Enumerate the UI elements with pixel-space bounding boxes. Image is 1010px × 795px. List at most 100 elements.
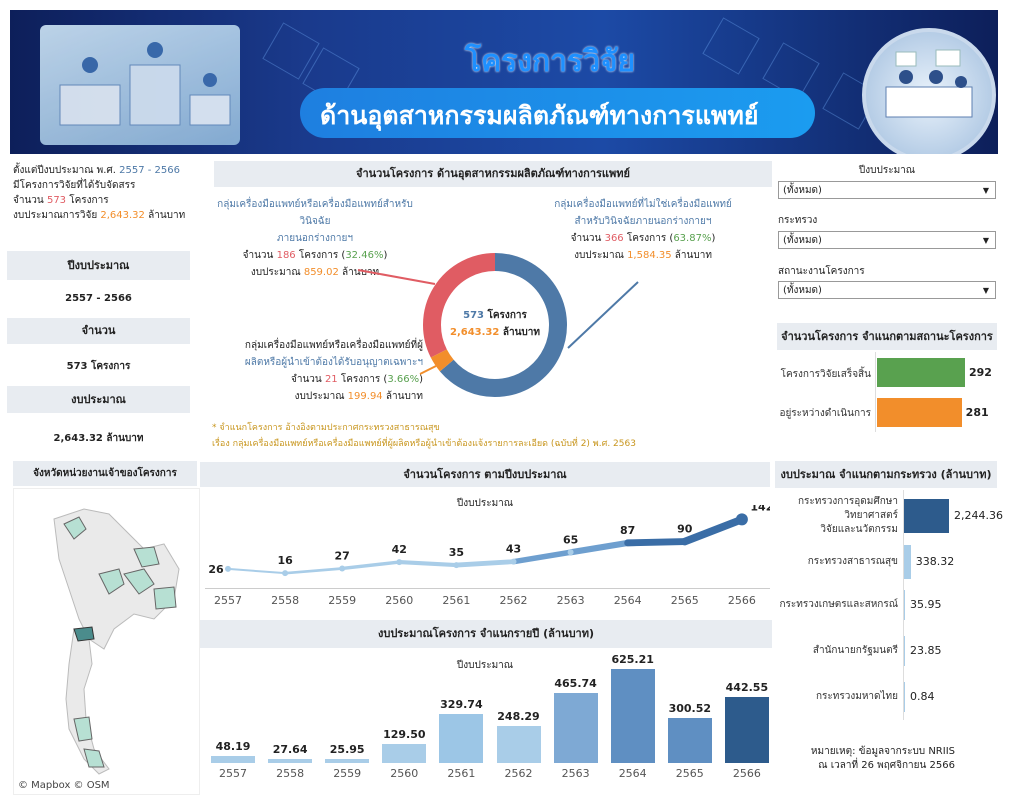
status-filter-dropdown[interactable]: (ทั้งหมด) ▼: [778, 281, 996, 299]
ministry-bar[interactable]: [904, 590, 905, 620]
budget-bar[interactable]: [667, 717, 712, 763]
donut-center-amount: 2,643.32: [450, 327, 500, 338]
donut-slice-1[interactable]: [423, 253, 496, 358]
line-point[interactable]: [225, 565, 231, 572]
map-province[interactable]: [153, 586, 177, 610]
line-data-label: 87: [620, 524, 635, 537]
map-south-region: [65, 628, 110, 775]
status-label-completed: โครงการวิจัยเสร็จสิ้น: [780, 369, 871, 380]
status-chart-header: จำนวนโครงการ จำแนกตามสถานะโครงการ: [777, 323, 997, 350]
header-banner: โครงการวิจัย ด้านอุตสาหกรรมผลิตภัณฑ์ทางก…: [10, 10, 998, 154]
line-x-tick: 2565: [670, 594, 699, 607]
budget-bar-value: 25.95: [329, 743, 365, 756]
line-chart: 26 16 27 42 35 43 65 87 90 142: [208, 505, 770, 577]
budget-bar-value: 48.19: [215, 739, 251, 753]
line-segment: [624, 538, 689, 547]
budget-x-tick: 2562: [504, 767, 533, 780]
kpi-count-value: 573 โครงการ: [66, 361, 131, 372]
ministry-label: สำนักนายกรัฐมนตรี: [772, 644, 898, 658]
year-filter-label: ปีงบประมาณ: [858, 165, 916, 176]
bar-chart-header: งบประมาณโครงการ จำแนกรายปี (ล้านบาท): [200, 620, 772, 648]
budget-bar[interactable]: [211, 755, 255, 763]
line-point[interactable]: [510, 558, 517, 565]
group-2-leader: [567, 281, 639, 349]
kpi-budget-value: 2,643.32 ล้านบาท: [53, 433, 144, 444]
status-bar[interactable]: [877, 398, 962, 427]
map-province[interactable]: [133, 546, 160, 568]
line-point[interactable]: [681, 538, 688, 545]
line-point[interactable]: [396, 559, 403, 566]
ministry-bar[interactable]: [904, 636, 905, 666]
year-filter-dropdown[interactable]: (ทั้งหมด) ▼: [778, 181, 996, 199]
budget-bar[interactable]: [610, 669, 655, 763]
ministry-bar[interactable]: [904, 545, 911, 579]
budget-bar-value: 329.74: [440, 697, 483, 711]
budget-x-tick: 2566: [732, 767, 761, 780]
donut-center-count-unit: โครงการ: [487, 310, 527, 321]
group-2-count-suffix: โครงการ: [626, 233, 667, 244]
group-1-count: 186: [276, 250, 296, 261]
map-province[interactable]: [63, 516, 87, 540]
line-point[interactable]: [624, 539, 631, 546]
budget-x-tick: 2564: [618, 767, 647, 780]
line-chart-baseline: [205, 588, 770, 589]
ministry-bar-value: 0.84: [910, 690, 935, 703]
group-2-title2: สำหรับวินิจฉัยภายนอกร่างกายฯ: [574, 216, 712, 227]
ministry-bar[interactable]: [904, 499, 949, 533]
status-bar[interactable]: [877, 358, 965, 387]
donut-center-amount-unit: ล้านบาท: [502, 327, 540, 338]
budget-bar-value: 465.74: [554, 677, 597, 691]
map-province[interactable]: [73, 716, 93, 742]
budget-bar[interactable]: [553, 693, 598, 763]
line-chart-header: จำนวนโครงการ ตามปีงบประมาณ: [200, 462, 770, 487]
donut-slice-3[interactable]: [430, 349, 454, 372]
group-1-budget-prefix: งบประมาณ: [250, 267, 301, 278]
group-3-count: 21: [324, 374, 338, 385]
donut-chart: [357, 253, 639, 397]
status-label-ongoing: อยู่ระหว่างดำเนินการ: [779, 408, 871, 419]
budget-bar[interactable]: [382, 743, 427, 763]
line-point[interactable]: [453, 562, 460, 569]
ministry-bar[interactable]: [904, 682, 905, 712]
ministry-filter-value: (ทั้งหมด): [783, 235, 822, 246]
budget-bar[interactable]: [325, 759, 370, 763]
line-x-tick: 2562: [499, 594, 528, 607]
line-segment: [397, 560, 459, 568]
summary-line3-suffix: โครงการ: [69, 195, 109, 206]
group-1-count-prefix: จำนวน: [242, 250, 274, 261]
map-province[interactable]: [73, 626, 95, 642]
donut-group-2: กลุ่มเครื่องมือแพทย์ที่ไม่ใช่เครื่องมือแ…: [538, 196, 748, 264]
budget-bar[interactable]: [724, 696, 769, 763]
group-2-budget-suffix: ล้านบาท: [674, 250, 712, 261]
ministry-filter-dropdown[interactable]: (ทั้งหมด) ▼: [778, 231, 996, 249]
budget-bar[interactable]: [496, 725, 541, 763]
summary-line2: มีโครงการวิจัยที่ได้รับจัดสรร: [13, 180, 136, 191]
line-x-tick: 2559: [328, 594, 357, 607]
budget-bar[interactable]: [439, 713, 484, 763]
donut-note-2: เรื่อง กลุ่มเครื่องมือแพทย์หรือเครื่องมื…: [212, 439, 636, 449]
line-point[interactable]: [567, 549, 574, 556]
donut-center-label: 573 โครงการ 2,643.32 ล้านบาท: [440, 307, 550, 341]
map-province[interactable]: [98, 568, 125, 595]
group-1-budget-suffix: ล้านบาท: [342, 267, 380, 278]
banner-subtitle-pill: [300, 88, 815, 138]
group-3-budget-suffix: ล้านบาท: [385, 391, 423, 402]
line-point[interactable]: [339, 565, 346, 572]
group-3-budget: 199.94: [347, 391, 383, 402]
map-province[interactable]: [83, 748, 105, 768]
line-point[interactable]: [735, 513, 748, 526]
group-1-leader: [357, 269, 436, 285]
province-map[interactable]: [13, 488, 200, 795]
line-point[interactable]: [282, 570, 289, 577]
map-province[interactable]: [123, 568, 155, 595]
line-x-tick: 2560: [385, 594, 414, 607]
line-data-label: 65: [563, 533, 578, 546]
line-segment: [567, 539, 631, 556]
kpi-budget-label: งบประมาณ: [7, 386, 190, 413]
line-data-label: 142: [750, 505, 770, 513]
budget-bar[interactable]: [268, 758, 313, 763]
donut-slice-2[interactable]: [439, 253, 567, 397]
group-3-title2: ผลิตหรือผู้นำเข้าต้องได้รับอนุญาตเฉพาะฯ: [244, 357, 423, 368]
budget-bar-value: 129.50: [383, 727, 426, 741]
ministry-label-line: วิทยาศาสตร์: [844, 510, 898, 521]
